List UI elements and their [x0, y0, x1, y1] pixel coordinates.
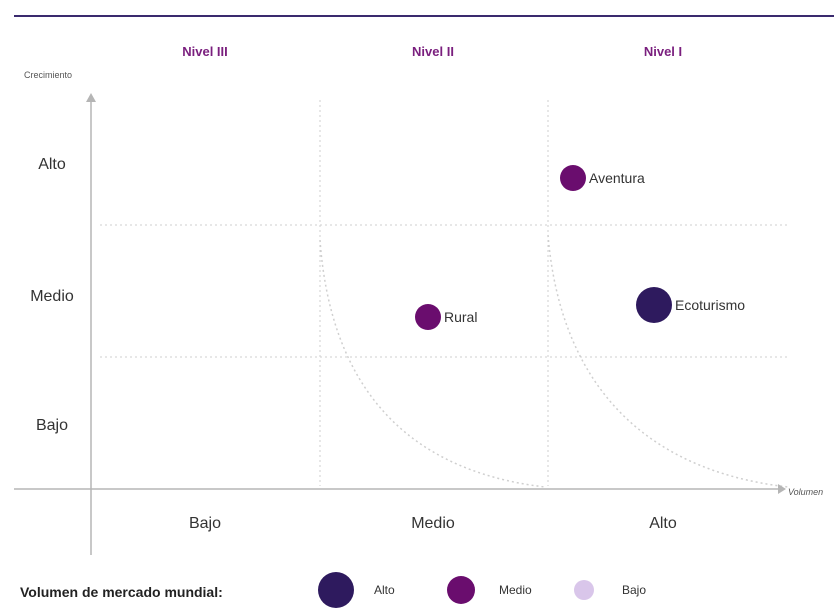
legend-marker: [318, 572, 354, 608]
x-tick-label: Medio: [411, 515, 455, 532]
level-boundary-curve: [319, 239, 546, 488]
legend-marker: [447, 576, 475, 604]
legend: Volumen de mercado mundial: Alto Medio Baj…: [20, 572, 646, 608]
level-label: Nivel III: [182, 44, 228, 59]
y-tick-label: Bajo: [36, 417, 68, 434]
data-point-label: Aventura: [589, 170, 645, 186]
legend-title: Volumen de mercado mundial:: [20, 584, 223, 600]
level-label: Nivel I: [644, 44, 682, 59]
data-point: [415, 304, 441, 330]
legend-marker: [574, 580, 594, 600]
y-axis-arrow: [86, 93, 96, 102]
data-point-label: Ecoturismo: [675, 297, 745, 313]
y-tick-label: Medio: [30, 288, 74, 305]
data-point: [636, 287, 672, 323]
y-axis-title: Crecimiento: [24, 70, 72, 80]
data-points: Aventura Rural Ecoturismo: [415, 165, 745, 330]
legend-label: Medio: [499, 583, 532, 597]
x-tick-label: Alto: [649, 515, 677, 532]
level-label: Nivel II: [412, 44, 454, 59]
y-tick-label: Alto: [38, 156, 66, 173]
level-boundary-curve: [547, 234, 789, 488]
data-point: [560, 165, 586, 191]
data-point-label: Rural: [444, 309, 477, 325]
x-axis-arrow: [778, 484, 786, 494]
tick-labels: Bajo Medio Alto Bajo Medio Alto: [30, 156, 677, 532]
curve-lines: [319, 234, 789, 488]
legend-label: Bajo: [622, 583, 646, 597]
axes: [14, 93, 786, 555]
x-axis-title: Volumen: [788, 487, 823, 497]
level-labels: Nivel III Nivel II Nivel I: [182, 44, 682, 59]
x-tick-label: Bajo: [189, 515, 221, 532]
legend-label: Alto: [374, 583, 395, 597]
grid-lines: [100, 100, 790, 486]
